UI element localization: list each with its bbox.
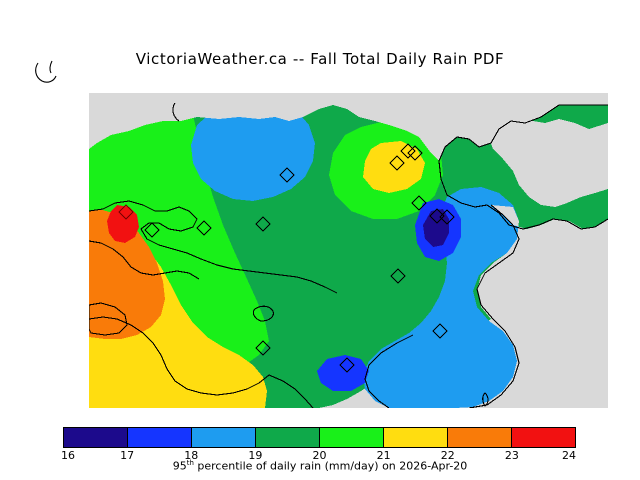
colorbar-tick-19: 19 xyxy=(248,449,263,462)
colorbar-caption: 95th percentile of daily rain (mm/day) o… xyxy=(0,459,640,473)
station-marker xyxy=(432,323,448,339)
colorbar-tick-labels: 16 17 18 19 20 21 22 23 24 xyxy=(61,449,576,463)
contour-band-17-18-south xyxy=(317,355,369,391)
colorbar-segment-21-22 xyxy=(383,428,447,447)
station-marker xyxy=(439,209,455,225)
colorbar-segment-22-23 xyxy=(447,428,511,447)
station-marker xyxy=(255,216,271,232)
colorbar-tick-17: 17 xyxy=(120,449,135,462)
station-marker xyxy=(255,340,271,356)
station-marker xyxy=(279,167,295,183)
station-marker xyxy=(118,204,134,220)
caption-ordinal-suffix: th xyxy=(186,459,194,467)
colorbar-segment-16-17 xyxy=(64,428,127,447)
colorbar-tick-21: 21 xyxy=(376,449,391,462)
contour-band-18-19-southeast xyxy=(363,187,519,408)
colorbar-tick-20: 20 xyxy=(312,449,327,462)
caption-prefix: 95 xyxy=(172,459,187,473)
caption-rest: percentile of daily rain (mm/day) on 202… xyxy=(193,459,468,473)
colorbar-tick-23: 23 xyxy=(504,449,519,462)
colorbar-tick-22: 22 xyxy=(440,449,455,462)
colorbar-segment-17-18 xyxy=(127,428,191,447)
colorbar-tick-18: 18 xyxy=(184,449,199,462)
page-title: VictoriaWeather.ca -- Fall Total Daily R… xyxy=(135,50,505,68)
contour-map-plot[interactable] xyxy=(89,93,608,408)
contour-fill-layer xyxy=(89,93,608,408)
colorbar-segment-23-24 xyxy=(511,428,575,447)
colorbar-segment-20-21 xyxy=(319,428,383,447)
contour-band-16-17-minimum xyxy=(423,209,449,247)
station-marker xyxy=(400,143,416,159)
station-markers-layer[interactable] xyxy=(118,143,455,373)
station-marker xyxy=(339,357,355,373)
coastline-layer xyxy=(89,102,608,408)
offmap-island-outlines xyxy=(30,55,90,100)
station-marker xyxy=(429,208,445,224)
station-marker xyxy=(389,155,405,171)
colorbar[interactable] xyxy=(63,427,576,448)
contour-band-22-23-westcoast xyxy=(89,209,165,339)
station-marker xyxy=(144,222,160,238)
station-marker xyxy=(390,268,406,284)
colorbar-segment-19-20 xyxy=(255,428,319,447)
contour-band-18-19-northcentral xyxy=(191,101,315,201)
station-marker xyxy=(407,145,423,161)
station-marker xyxy=(196,220,212,236)
colorbar-segment-18-19 xyxy=(191,428,255,447)
colorbar-tick-24: 24 xyxy=(562,449,576,462)
colorbar-tick-16: 16 xyxy=(61,449,75,462)
station-marker xyxy=(411,195,427,211)
